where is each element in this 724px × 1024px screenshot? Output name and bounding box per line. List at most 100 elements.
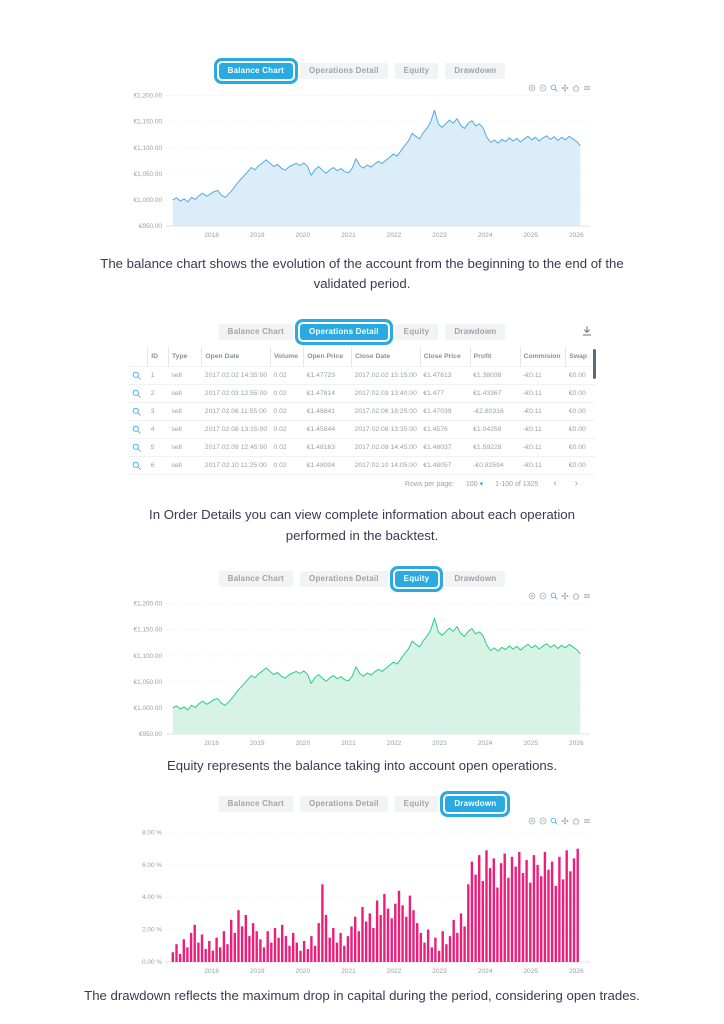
svg-text:€1,150.00: €1,150.00: [134, 627, 163, 634]
balance-modebar: [528, 84, 591, 92]
home-icon[interactable]: [572, 817, 580, 825]
cell-swap: €0.00: [565, 419, 595, 439]
table-row[interactable]: 3 sell 2017.02.06 11:55:00 0.02 €1.46841 2017…: [129, 401, 595, 421]
tab-operations-detail[interactable]: Operations Detail: [300, 571, 388, 588]
cell-id: 6: [147, 455, 169, 475]
column-header-open-date[interactable]: Open Date: [201, 346, 271, 367]
tab-equity[interactable]: Equity: [394, 63, 439, 79]
cell-swap: €0.00: [565, 365, 595, 385]
svg-text:2026: 2026: [569, 740, 584, 747]
magnifier-icon[interactable]: [550, 817, 558, 825]
magnifier-icon[interactable]: [129, 419, 148, 439]
tab-drawdown[interactable]: Drawdown: [445, 63, 506, 79]
tab-operations-detail[interactable]: Operations Detail: [300, 63, 388, 79]
tab-equity[interactable]: Equity: [394, 795, 439, 812]
zoom-out-icon[interactable]: [539, 592, 547, 600]
pan-icon[interactable]: [561, 84, 569, 92]
cell-commision: -€0.11: [520, 365, 566, 385]
column-header-id[interactable]: ID: [147, 346, 169, 367]
cell-id: 1: [147, 365, 169, 385]
svg-text:2019: 2019: [250, 740, 265, 747]
chevron-left-icon[interactable]: ‹: [553, 478, 557, 490]
tab-balance-chart[interactable]: Balance Chart: [218, 571, 294, 588]
drawdown-chart-wrap: 0.00 % 2.00 % 4.00 % 6.00 % 8.00 % 2018 2019 20…: [129, 817, 595, 976]
operations-table: ID Type Open Date Volume Open Price Close Dat…: [129, 346, 595, 475]
menu-icon[interactable]: [583, 592, 591, 600]
zoom-out-icon[interactable]: [539, 84, 547, 92]
column-header-profit[interactable]: Profit: [469, 346, 521, 367]
column-header-commision[interactable]: Commision: [519, 346, 566, 367]
table-scrollbar[interactable]: [593, 348, 596, 379]
tab-equity[interactable]: Equity: [394, 571, 439, 588]
svg-text:2021: 2021: [341, 740, 356, 747]
cell-close-price: €1.477: [420, 383, 471, 403]
svg-text:2019: 2019: [250, 232, 265, 239]
magnifier-icon[interactable]: [129, 455, 148, 475]
chevron-right-icon[interactable]: ›: [574, 478, 578, 490]
rows-per-page-select[interactable]: 100: [465, 481, 478, 489]
chevron-down-icon[interactable]: ▾: [479, 481, 484, 489]
pan-icon[interactable]: [561, 817, 569, 825]
cell-swap: €0.00: [565, 437, 595, 457]
pan-icon[interactable]: [561, 592, 569, 600]
column-header-open-price[interactable]: Open Price: [303, 346, 352, 367]
balance-chart[interactable]: €950.00 €1,000.00 €1,050.00 €1,100.00 €1,150…: [129, 85, 595, 240]
table-row[interactable]: 5 sell 2017.02.09 12:45:00 0.02 €1.48163 2017…: [129, 437, 595, 457]
menu-icon[interactable]: [583, 84, 591, 92]
drawdown-chart[interactable]: 0.00 % 2.00 % 4.00 % 6.00 % 8.00 % 2018 2019 20…: [129, 818, 595, 976]
equity-modebar: [528, 592, 591, 600]
table-row[interactable]: 1 sell 2017.02.02 14:35:00 0.02 €1.47723 2017…: [129, 365, 595, 385]
home-icon[interactable]: [572, 592, 580, 600]
svg-text:2018: 2018: [204, 968, 219, 975]
cell-type: sell: [168, 401, 202, 421]
column-header-swap[interactable]: Swap: [565, 346, 595, 367]
equity-chart[interactable]: €950.00 €1,000.00 €1,050.00 €1,100.00 €1,150…: [129, 593, 595, 748]
svg-text:€1,200.00: €1,200.00: [134, 93, 163, 100]
tab-drawdown[interactable]: Drawdown: [445, 323, 506, 340]
zoom-in-icon[interactable]: [528, 592, 536, 600]
column-header-volume[interactable]: Volume: [269, 346, 304, 367]
tab-balance-chart[interactable]: Balance Chart: [218, 323, 294, 340]
magnifier-icon[interactable]: [550, 84, 558, 92]
magnifier-icon[interactable]: [129, 365, 148, 385]
tab-drawdown[interactable]: Drawdown: [445, 795, 506, 812]
balance-chart-wrap: €950.00 €1,000.00 €1,050.00 €1,100.00 €1,150…: [129, 84, 595, 240]
svg-text:2022: 2022: [387, 232, 402, 239]
cell-volume: 0.02: [270, 383, 304, 403]
column-header-close-price[interactable]: Close Price: [419, 346, 471, 367]
column-header-close-date[interactable]: Close Date: [351, 346, 421, 367]
table-row[interactable]: 4 sell 2017.02.08 13:15:00 0.02 €1.45844 2017…: [129, 419, 595, 439]
tab-operations-detail[interactable]: Operations Detail: [300, 795, 388, 812]
cell-close-date: 2017.02.02 15:15:00: [351, 365, 421, 385]
zoom-in-icon[interactable]: [528, 84, 536, 92]
zoom-out-icon[interactable]: [539, 817, 547, 825]
svg-text:2025: 2025: [523, 232, 538, 239]
menu-icon[interactable]: [583, 817, 591, 825]
cell-profit: €1.04258: [470, 419, 521, 439]
table-row[interactable]: 6 sell 2017.02.10 11:25:00 0.02 €1.48004 2017…: [129, 455, 595, 475]
table-row[interactable]: 2 sell 2017.02.03 12:55:00 0.02 €1.47814 2017…: [129, 383, 595, 403]
tab-operations-detail[interactable]: Operations Detail: [300, 323, 388, 340]
zoom-in-icon[interactable]: [528, 817, 536, 825]
drawdown-modebar: [528, 817, 591, 825]
drawdown-tabs: Balance Chart Operations Detail Equity Draw…: [129, 793, 595, 815]
magnifier-icon[interactable]: [129, 401, 148, 421]
column-header-type[interactable]: Type: [168, 346, 202, 367]
tab-balance-chart[interactable]: Balance Chart: [218, 795, 294, 812]
cell-type: sell: [168, 419, 202, 439]
tab-equity[interactable]: Equity: [394, 323, 439, 340]
tab-drawdown[interactable]: Drawdown: [445, 571, 506, 588]
cell-type: sell: [168, 365, 202, 385]
magnifier-icon[interactable]: [129, 383, 148, 403]
cell-id: 3: [147, 401, 169, 421]
home-icon[interactable]: [572, 84, 580, 92]
download-icon[interactable]: [581, 324, 593, 336]
cell-commision: -€0.11: [520, 419, 566, 439]
cell-swap: €0.00: [565, 383, 595, 403]
tab-balance-chart[interactable]: Balance Chart: [218, 63, 294, 79]
svg-text:2.00 %: 2.00 %: [142, 926, 162, 933]
magnifier-icon[interactable]: [129, 437, 148, 457]
cell-open-price: €1.48163: [303, 437, 352, 457]
magnifier-icon[interactable]: [550, 592, 558, 600]
